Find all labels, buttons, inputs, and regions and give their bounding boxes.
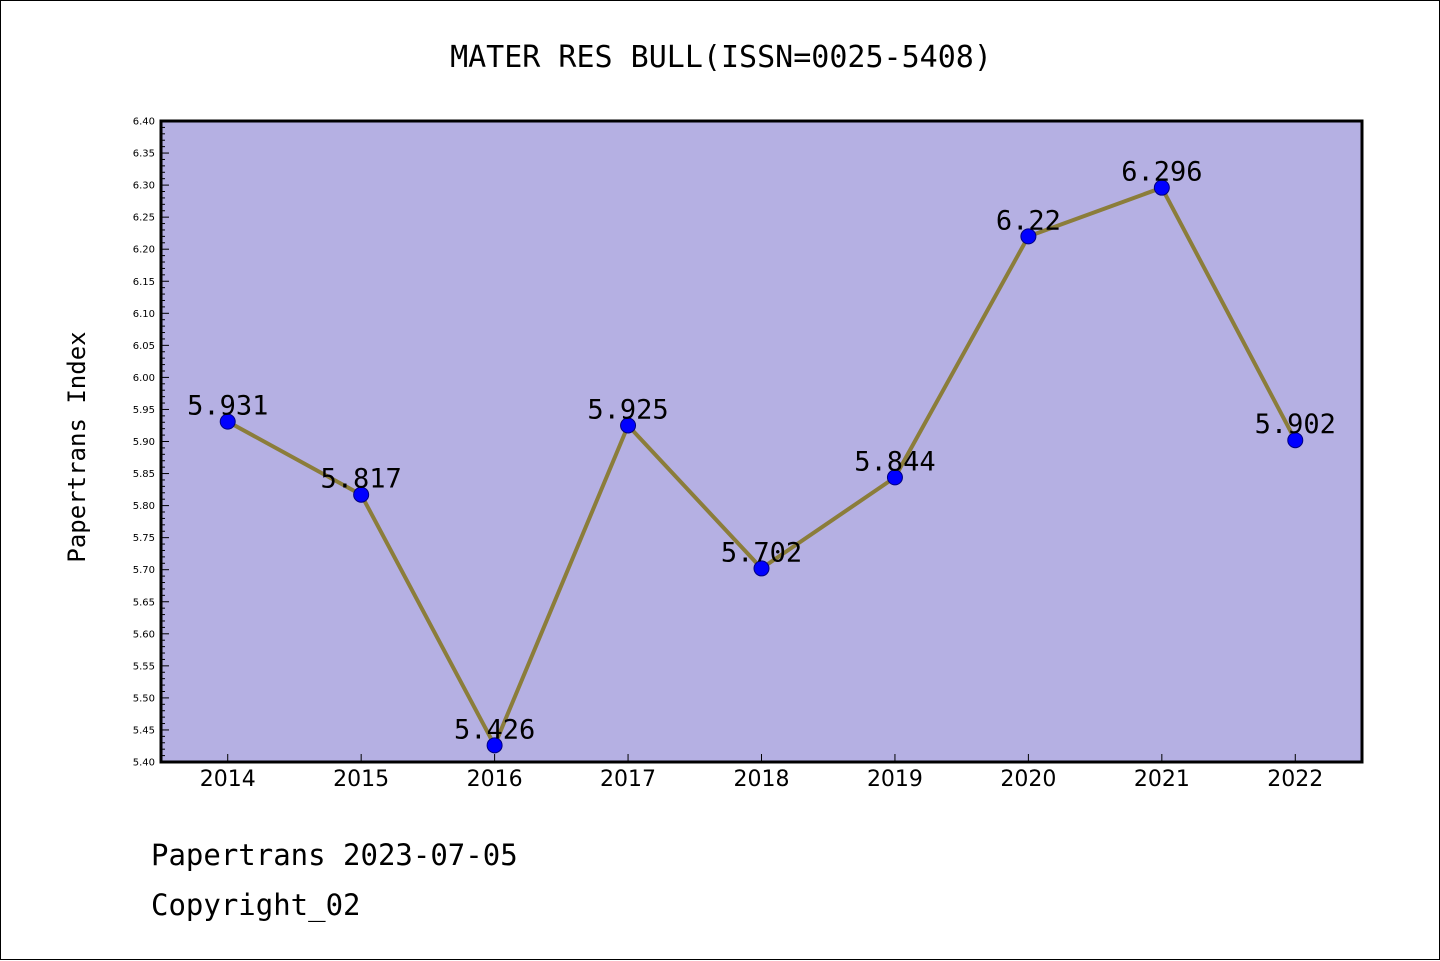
- y-tick-label: 5.60: [133, 629, 155, 640]
- y-tick-label: 5.95: [133, 405, 155, 416]
- data-point: [753, 560, 770, 577]
- data-label: 5.702: [721, 537, 802, 568]
- y-tick-label: 6.10: [133, 309, 155, 320]
- x-tick-label: 2018: [734, 767, 790, 792]
- y-tick-label: 5.45: [133, 725, 155, 736]
- y-tick-label: 6.25: [133, 213, 155, 224]
- x-tick-label: 2020: [1000, 767, 1056, 792]
- data-label: 6.22: [996, 205, 1061, 236]
- y-tick-label: 5.85: [133, 469, 155, 480]
- x-axis: 2014 2015 2016 2017 2018 2019 2020 2021 2022: [200, 754, 1323, 792]
- plot-area: [161, 121, 1362, 762]
- y-tick-label: 5.40: [133, 758, 155, 769]
- series-layer: [219, 179, 1304, 754]
- footer-date: Papertrans 2023-07-05: [151, 838, 518, 872]
- x-tick-label: 2021: [1134, 767, 1190, 792]
- y-axis-label: Papertrans Index: [63, 331, 91, 562]
- data-point: [486, 737, 503, 754]
- data-labels: 5.931 5.817 5.426 5.925 5.702 5.844 6.22 6.296 5…: [187, 157, 1336, 746]
- x-tick-label: 2014: [200, 767, 256, 792]
- y-tick-label: 5.65: [133, 597, 155, 608]
- data-point: [620, 417, 637, 434]
- chart-title: MATER RES BULL(ISSN=0025-5408): [450, 40, 992, 75]
- data-label: 5.925: [587, 394, 668, 425]
- y-tick-label: 5.90: [133, 437, 155, 448]
- footer-copyright: Copyright_02: [151, 888, 361, 923]
- y-tick-label: 5.80: [133, 501, 155, 512]
- data-label: 5.426: [454, 714, 535, 745]
- y-tick-label: 5.75: [133, 533, 155, 544]
- data-point: [219, 413, 236, 430]
- data-point: [1153, 179, 1170, 196]
- x-tick-label: 2015: [333, 767, 389, 792]
- data-label: 5.931: [187, 391, 268, 422]
- x-tick-label: 2022: [1267, 767, 1323, 792]
- data-point: [1020, 228, 1037, 245]
- data-point: [353, 486, 370, 503]
- y-tick-label: 5.50: [133, 693, 155, 704]
- y-tick-label: 5.55: [133, 661, 155, 672]
- data-label: 5.844: [854, 446, 935, 477]
- y-tick-label: 6.15: [133, 277, 155, 288]
- y-tick-label: 6.05: [133, 341, 155, 352]
- y-tick-label: 6.00: [133, 373, 155, 384]
- data-label: 5.902: [1255, 409, 1336, 440]
- x-tick-label: 2017: [600, 767, 656, 792]
- y-tick-label: 6.20: [133, 245, 155, 256]
- data-point: [1287, 432, 1304, 449]
- data-point: [886, 469, 903, 486]
- y-tick-label: 6.40: [133, 117, 155, 128]
- y-tick-label: 6.35: [133, 149, 155, 160]
- y-tick-label: 5.70: [133, 565, 155, 576]
- y-tick-label: 6.30: [133, 181, 155, 192]
- x-tick-label: 2019: [867, 767, 923, 792]
- x-tick-label: 2016: [467, 767, 523, 792]
- data-label: 6.296: [1121, 157, 1202, 188]
- plot-frame: [159, 119, 1364, 764]
- data-label: 5.817: [321, 464, 402, 495]
